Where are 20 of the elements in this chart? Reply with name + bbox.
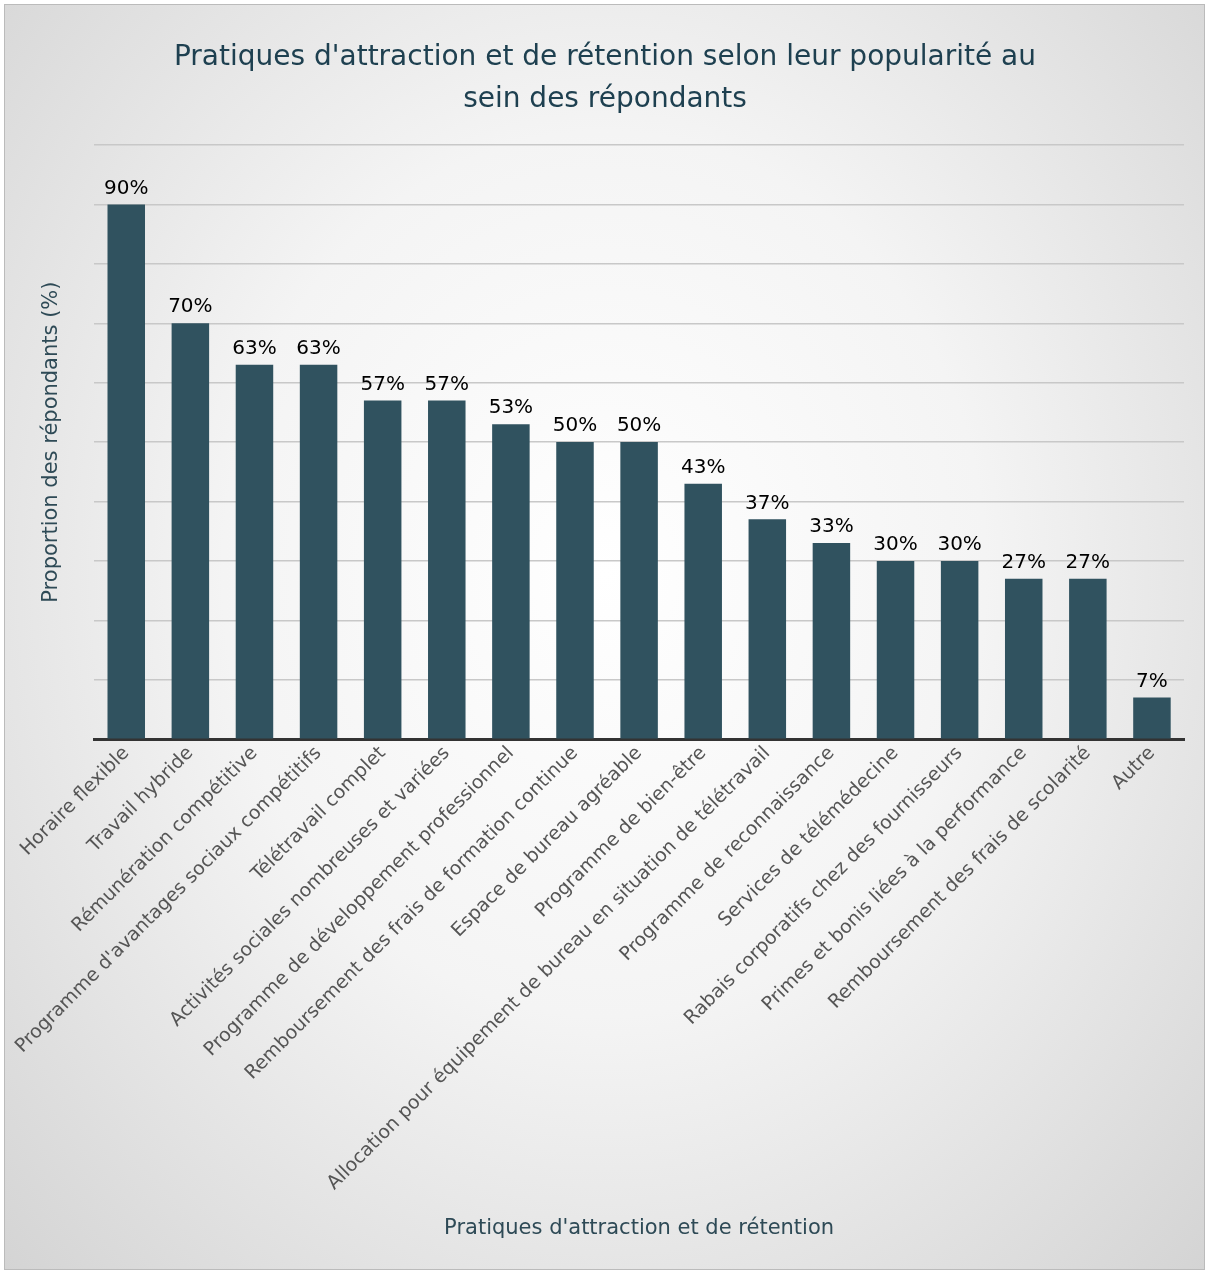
- data-label: 63%: [232, 335, 277, 360]
- chart-title: Pratiques d'attraction et de rétention selon leur popularité au sein des répondants: [172, 38, 1038, 116]
- data-label: 27%: [1001, 548, 1046, 573]
- data-label: 70%: [168, 293, 213, 318]
- data-label: 57%: [360, 370, 405, 395]
- data-label: 27%: [1065, 548, 1111, 573]
- data-label: 57%: [424, 370, 470, 395]
- data-label: 43%: [680, 453, 726, 478]
- data-label: 50%: [616, 412, 662, 437]
- y-axis-title: Proportion des répondants (%): [38, 281, 63, 603]
- data-label: 33%: [809, 513, 854, 538]
- data-label: 63%: [296, 335, 341, 360]
- data-label: 53%: [488, 394, 534, 419]
- x-axis-title: Pratiques d'attraction et de rétention: [444, 1214, 835, 1239]
- data-label: 30%: [937, 531, 982, 556]
- data-label: 30%: [873, 531, 918, 556]
- data-label: 50%: [552, 412, 598, 437]
- data-label: 7%: [1136, 667, 1168, 692]
- data-label: 90%: [104, 174, 149, 199]
- data-label: 37%: [745, 489, 790, 514]
